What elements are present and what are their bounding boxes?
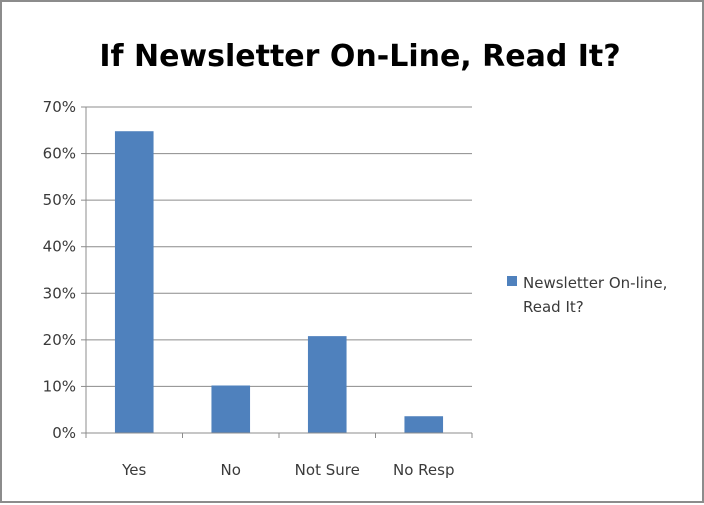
legend-label-line-1: Newsletter On-line, xyxy=(523,274,667,292)
y-tick-label: 20% xyxy=(43,331,76,349)
x-tick-label: No Resp xyxy=(393,461,454,479)
chart-title: If Newsletter On-Line, Read It? xyxy=(99,39,620,74)
y-tick-label: 10% xyxy=(43,377,76,395)
legend-label-line-2: Read It? xyxy=(523,298,584,316)
axes xyxy=(81,106,473,438)
y-tick-label: 40% xyxy=(43,238,76,256)
x-tick-label: Yes xyxy=(121,461,146,479)
legend-swatch xyxy=(507,276,517,286)
x-axis-tick-labels: Yes No Not Sure No Resp xyxy=(121,461,454,479)
y-axis-tick-labels: 0% 10% 20% 30% 40% 50% 60% 70% xyxy=(43,98,76,442)
bar-yes xyxy=(114,131,154,433)
bars xyxy=(114,131,444,433)
legend: Newsletter On-line, Read It? xyxy=(507,274,672,316)
y-tick-label: 30% xyxy=(43,284,76,302)
y-tick-label: 50% xyxy=(43,191,76,209)
bar-no xyxy=(211,385,251,433)
bar-not-sure xyxy=(307,336,347,433)
y-tick-label: 60% xyxy=(43,145,76,163)
x-tick-label: Not Sure xyxy=(295,461,360,479)
y-tick-label: 70% xyxy=(43,98,76,116)
bar-no-resp xyxy=(404,416,444,433)
y-tick-label: 0% xyxy=(52,424,76,442)
x-tick-label: No xyxy=(221,461,241,479)
legend-label: Newsletter On-line, Read It? xyxy=(523,274,672,316)
